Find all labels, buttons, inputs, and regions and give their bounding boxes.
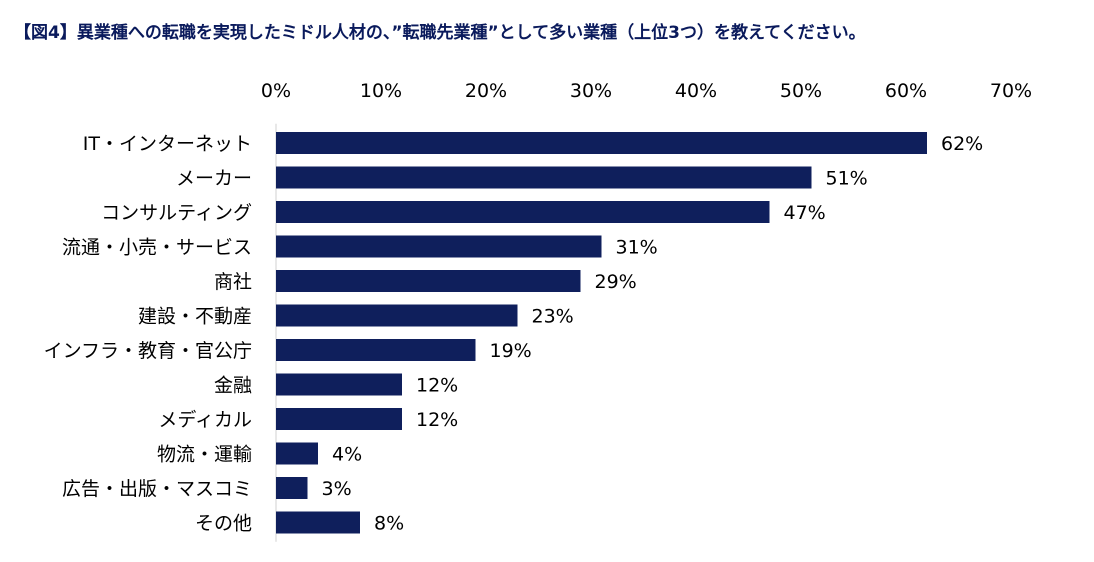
bar (276, 373, 402, 396)
x-tick-label: 70% (990, 80, 1032, 102)
data-label: 12% (416, 375, 458, 397)
data-label: 4% (332, 444, 362, 466)
category-label: 金融 (214, 375, 252, 397)
x-tick-label: 40% (675, 80, 717, 102)
category-label: その他 (195, 513, 252, 535)
x-tick-label: 0% (261, 80, 291, 102)
x-tick-label: 50% (780, 80, 822, 102)
category-label: 建設・不動産 (138, 306, 252, 328)
category-label: インフラ・教育・官公庁 (44, 340, 252, 362)
bar (276, 132, 927, 154)
category-label: 流通・小売・サービス (62, 237, 252, 259)
category-label: コンサルティング (101, 202, 252, 224)
category-label: IT・インターネット (83, 133, 252, 155)
bar (276, 304, 518, 327)
category-label: メディカル (158, 409, 252, 431)
bar (276, 270, 581, 292)
data-label: 51% (826, 168, 868, 190)
data-label: 3% (322, 478, 352, 500)
data-label: 23% (532, 306, 574, 328)
data-label: 12% (416, 409, 458, 431)
bar (276, 339, 476, 361)
bar (276, 477, 308, 499)
category-label: 商社 (214, 271, 252, 293)
x-tick-label: 20% (465, 80, 507, 102)
bar (276, 442, 318, 465)
x-tick-label: 10% (360, 80, 402, 102)
bar (276, 166, 812, 189)
bar (276, 235, 602, 258)
x-tick-label: 30% (570, 80, 612, 102)
data-label: 8% (374, 513, 404, 535)
category-label: メーカー (176, 168, 252, 190)
category-labels: IT・インターネットメーカーコンサルティング流通・小売・サービス商社建設・不動産… (44, 133, 252, 535)
bar (276, 408, 402, 430)
data-label: 31% (616, 237, 658, 259)
x-tick-label: 60% (885, 80, 927, 102)
data-label: 19% (490, 340, 532, 362)
bar (276, 511, 360, 534)
category-label: 物流・運輸 (157, 444, 252, 466)
x-axis-ticks: 0% 10% 20% 30% 40% 50% 60% 70% (261, 80, 1032, 102)
bars (276, 132, 927, 534)
bar (276, 201, 770, 223)
data-label: 62% (941, 133, 983, 155)
chart-title: 【図4】異業種への転職を実現したミドル人材の、”転職先業種”として多い業種（上位… (14, 23, 866, 43)
data-label: 47% (784, 202, 826, 224)
data-label: 29% (595, 271, 637, 293)
value-labels: 62% 51%47% 31% 29% 23%19% 12% 12% 4% 3% 8% (322, 133, 984, 535)
category-label: 広告・出版・マスコミ (62, 478, 252, 500)
